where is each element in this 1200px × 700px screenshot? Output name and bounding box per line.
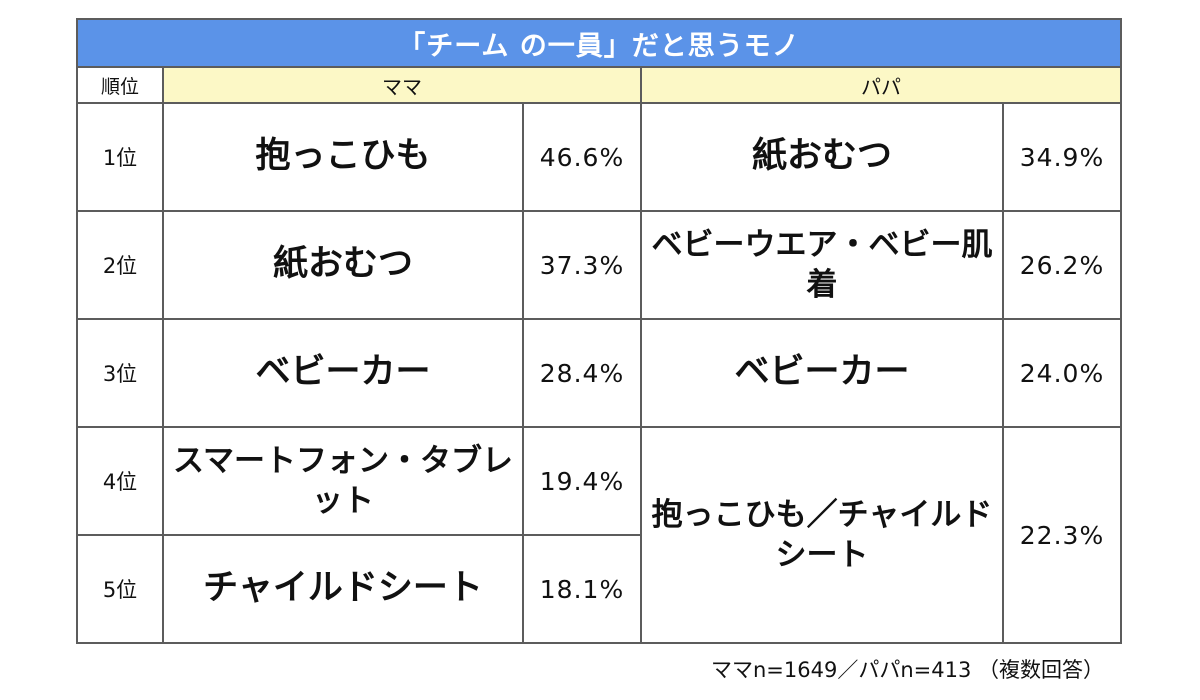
table-row: 2位 紙おむつ 37.3% ベビーウエア・ベビー肌着 26.2% <box>76 210 1122 320</box>
papa-percent: 22.3% <box>1002 426 1122 644</box>
header-rank: 順位 <box>76 66 164 104</box>
mama-percent: 18.1% <box>522 534 642 644</box>
mama-percent: 28.4% <box>522 318 642 428</box>
mama-item: ベビーカー <box>162 318 524 428</box>
sample-size-note: ママn=1649／パパn=413 （複数回答） <box>710 658 1104 682</box>
rank-label: 2位 <box>76 210 164 320</box>
mama-percent: 19.4% <box>522 426 642 536</box>
mama-item: 抱っこひも <box>162 102 524 212</box>
table-title: 「チーム の一員」だと思うモノ <box>76 18 1122 68</box>
mama-item: スマートフォン・タブレット <box>162 426 524 536</box>
mama-item: 紙おむつ <box>162 210 524 320</box>
table-row: 3位 ベビーカー 28.4% ベビーカー 24.0% <box>76 318 1122 428</box>
papa-percent: 26.2% <box>1002 210 1122 320</box>
rank-label: 1位 <box>76 102 164 212</box>
header-mama: ママ <box>162 66 642 104</box>
table-row: 1位 抱っこひも 46.6% 紙おむつ 34.9% <box>76 102 1122 212</box>
mama-item: チャイルドシート <box>162 534 524 644</box>
header-papa: パパ <box>640 66 1122 104</box>
table-row: 5位 チャイルドシート 18.1% <box>76 534 1121 644</box>
mama-percent: 46.6% <box>522 102 642 212</box>
header-row: 順位 ママ パパ <box>76 66 1122 104</box>
title-row: 「チーム の一員」だと思うモノ <box>76 18 1122 68</box>
table-row: 4位 スマートフォン・タブレット 19.4% 抱っこひも／チャイルドシート 22… <box>76 426 1122 644</box>
papa-item: 紙おむつ <box>640 102 1004 212</box>
papa-percent: 24.0% <box>1002 318 1122 428</box>
ranking-table: 「チーム の一員」だと思うモノ 順位 ママ パパ 1位 抱っこひも 46.6% … <box>76 18 1122 644</box>
rank-label: 3位 <box>76 318 164 428</box>
mama-percent: 37.3% <box>522 210 642 320</box>
rank-label: 5位 <box>76 534 164 644</box>
papa-percent: 34.9% <box>1002 102 1122 212</box>
rank-label: 4位 <box>76 426 164 536</box>
papa-item: ベビーウエア・ベビー肌着 <box>640 210 1004 320</box>
papa-item: 抱っこひも／チャイルドシート <box>640 426 1004 644</box>
papa-item: ベビーカー <box>640 318 1004 428</box>
